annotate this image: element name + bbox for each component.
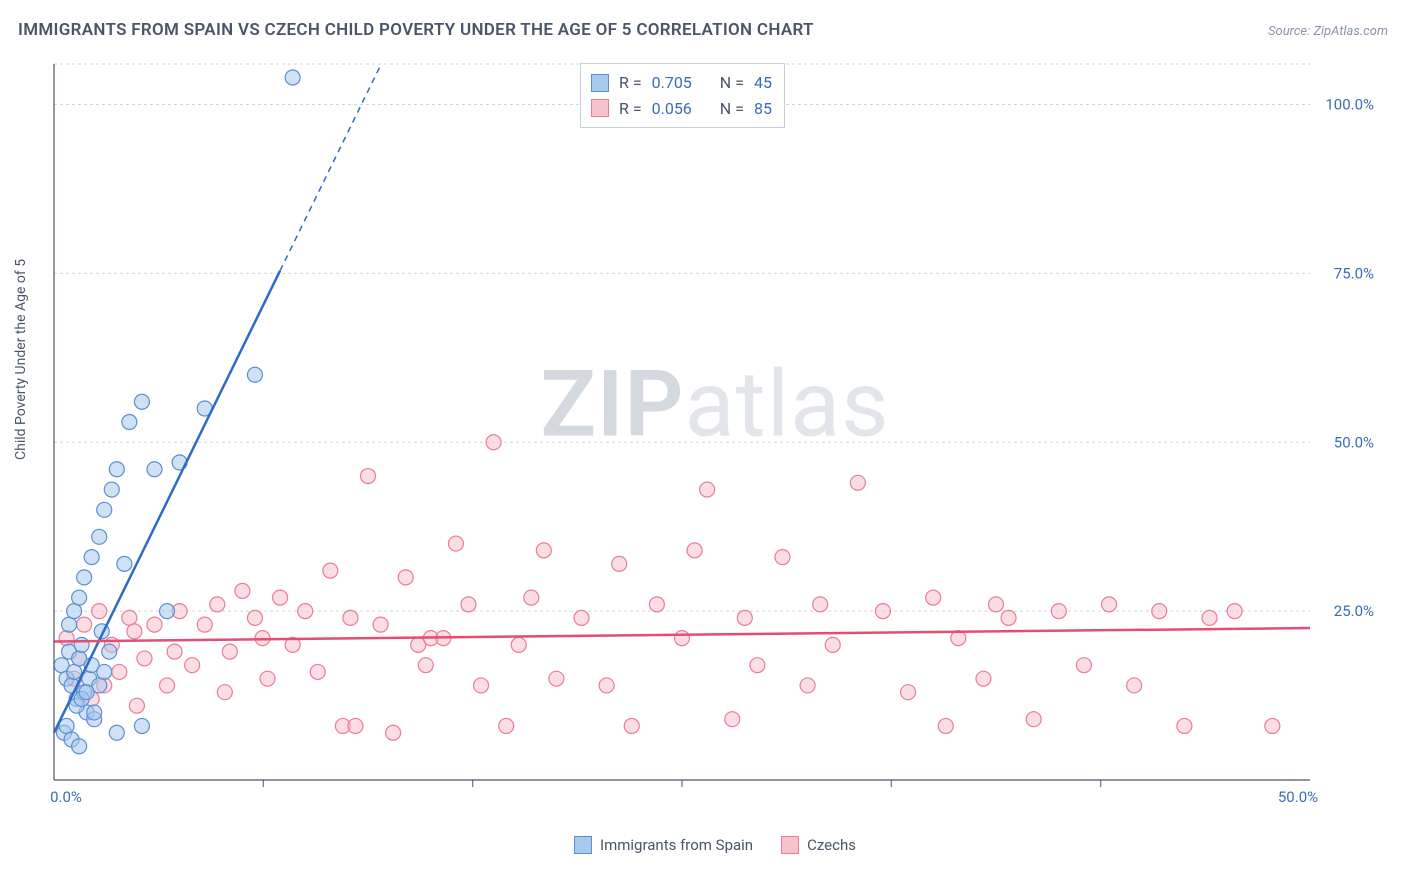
- svg-text:75.0%: 75.0%: [1334, 264, 1374, 282]
- svg-text:50.0%: 50.0%: [1278, 788, 1318, 806]
- svg-text:100.0%: 100.0%: [1325, 96, 1374, 114]
- stats-n-blue: 45: [754, 70, 772, 96]
- chart-title: IMMIGRANTS FROM SPAIN VS CZECH CHILD POV…: [18, 20, 814, 40]
- bottom-legend: Immigrants from Spain Czechs: [50, 830, 1380, 860]
- svg-text:25.0%: 25.0%: [1334, 602, 1374, 620]
- stats-r-label: R =: [619, 70, 642, 96]
- stats-n-pink: 85: [754, 96, 772, 122]
- y-axis-label: Child Poverty Under the Age of 5: [13, 259, 29, 460]
- stats-n-label: N =: [720, 70, 744, 96]
- svg-text:50.0%: 50.0%: [1334, 433, 1374, 451]
- stats-legend: R = 0.705 N = 45 R = 0.056 N = 85: [580, 63, 785, 128]
- stats-r-pink: 0.056: [652, 96, 692, 122]
- chart-source: Source: ZipAtlas.com: [1268, 24, 1388, 39]
- svg-text:0.0%: 0.0%: [50, 788, 82, 806]
- legend-item-blue: Immigrants from Spain: [574, 836, 753, 854]
- scatter-plot: 25.0% 50.0% 75.0% 100.0% 0.0% 50.0%: [50, 60, 1380, 810]
- swatch-pink-icon: [781, 836, 799, 854]
- stats-r-blue: 0.705: [652, 70, 692, 96]
- stats-r-label: R =: [619, 96, 642, 122]
- legend-label-blue: Immigrants from Spain: [600, 836, 753, 854]
- swatch-pink-icon: [591, 99, 609, 117]
- stats-row-blue: R = 0.705 N = 45: [591, 70, 772, 96]
- chart-area: 25.0%50.0%75.0%100.0%0.0%50.0% ZIPatlas: [50, 60, 1380, 810]
- stats-row-pink: R = 0.056 N = 85: [591, 96, 772, 122]
- stats-n-label: N =: [720, 96, 744, 122]
- chart-header: IMMIGRANTS FROM SPAIN VS CZECH CHILD POV…: [18, 20, 1388, 40]
- swatch-blue-icon: [591, 74, 609, 92]
- source-prefix: Source:: [1268, 24, 1313, 39]
- source-name: ZipAtlas.com: [1313, 24, 1388, 39]
- legend-label-pink: Czechs: [807, 836, 856, 854]
- swatch-blue-icon: [574, 836, 592, 854]
- legend-item-pink: Czechs: [781, 836, 856, 854]
